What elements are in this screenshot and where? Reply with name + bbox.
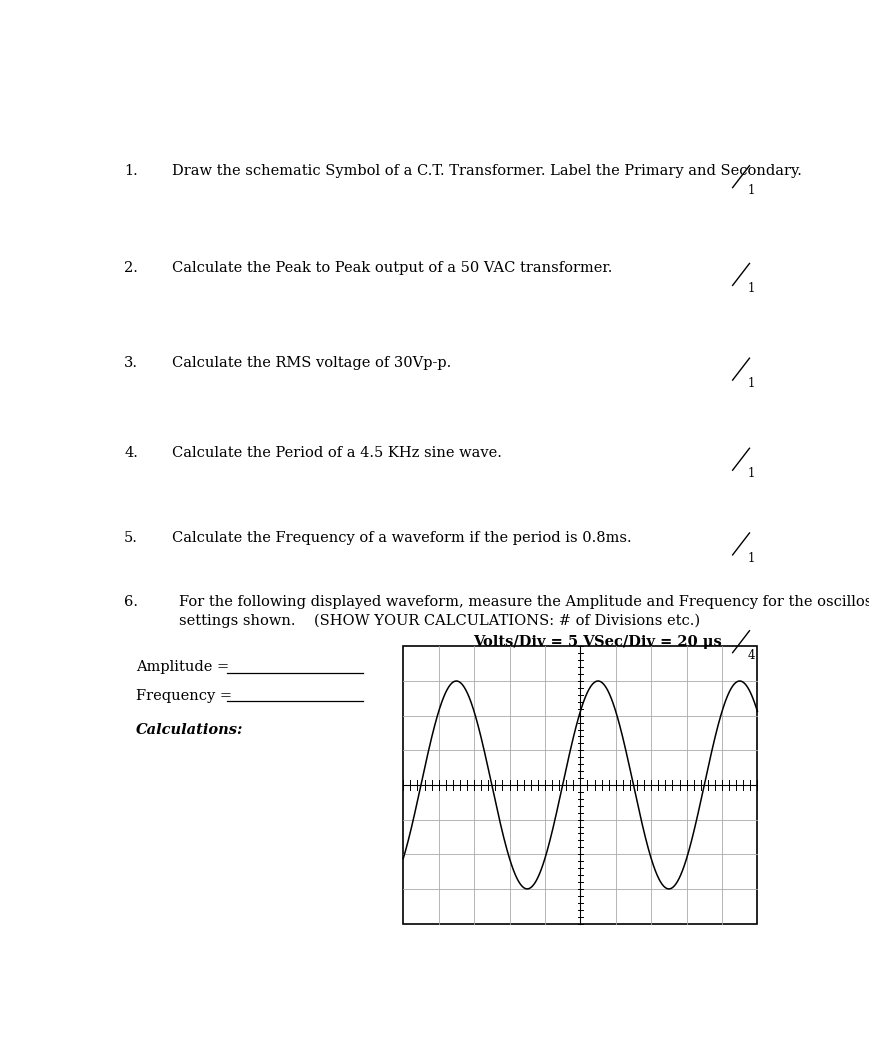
Text: Calculate the Period of a 4.5 KHz sine wave.: Calculate the Period of a 4.5 KHz sine w… [172,446,501,460]
Text: Sec/Div = 20 μs: Sec/Div = 20 μs [594,635,721,649]
Text: Frequency =: Frequency = [136,689,236,703]
Text: Amplitude =: Amplitude = [136,660,234,674]
Text: 5.: 5. [124,531,138,544]
Text: Draw the schematic Symbol of a C.T. Transformer. Label the Primary and Secondary: Draw the schematic Symbol of a C.T. Tran… [172,164,801,177]
Text: 3.: 3. [124,356,138,370]
Text: 1: 1 [746,552,754,564]
Text: 1: 1 [746,467,754,480]
Text: Calculate the Frequency of a waveform if the period is 0.8ms.: Calculate the Frequency of a waveform if… [172,531,631,544]
Text: Calculations:: Calculations: [136,724,243,737]
Text: 4: 4 [746,650,754,663]
Text: 2.: 2. [124,262,138,275]
Bar [403,647,757,923]
Text: 1: 1 [746,185,754,197]
Text: 1: 1 [746,377,754,390]
Text: settings shown.    (SHOW YOUR CALCULATIONS: # of Divisions etc.): settings shown. (SHOW YOUR CALCULATIONS:… [179,614,700,629]
Text: 1: 1 [746,282,754,295]
Text: For the following displayed waveform, measure the Amplitude and Frequency for th: For the following displayed waveform, me… [179,595,869,609]
Text: Calculate the Peak to Peak output of a 50 VAC transformer.: Calculate the Peak to Peak output of a 5… [172,262,612,275]
Text: 1.: 1. [124,164,138,177]
Text: Calculate the RMS voltage of 30Vp-p.: Calculate the RMS voltage of 30Vp-p. [172,356,451,370]
Text: 4.: 4. [124,446,138,460]
Text: 6.: 6. [124,595,138,609]
Text: Volts/Div = 5 V: Volts/Div = 5 V [473,635,594,649]
